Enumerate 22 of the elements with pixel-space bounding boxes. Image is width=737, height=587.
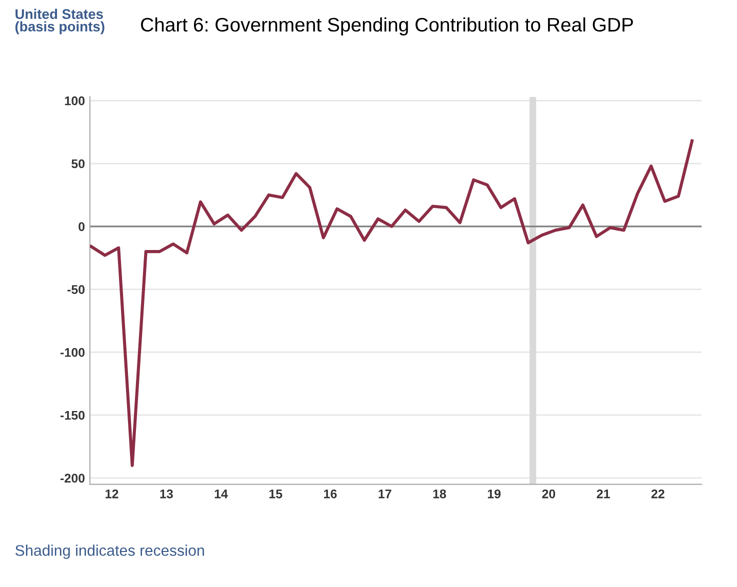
x-tick-label: 19 [488, 489, 501, 498]
x-tick-label: 18 [433, 489, 446, 498]
x-tick-label: 20 [542, 489, 556, 498]
x-tick-label: 17 [378, 490, 392, 498]
y-tick-label: 0 [78, 222, 85, 232]
x-tick-label: 22 [651, 489, 664, 498]
y-tick-label: 100 [64, 96, 85, 106]
y-tick-label: -200 [60, 474, 85, 483]
y-tick-label: -50 [67, 285, 85, 294]
y-tick-label: 50 [72, 159, 85, 168]
x-tick-label: 16 [324, 489, 337, 498]
line-series [90, 139, 694, 467]
text: Shading indicates recession [15, 544, 204, 559]
y-tick-label: -100 [60, 348, 85, 357]
x-tick-label: 13 [160, 489, 173, 498]
x-tick-label: 15 [269, 490, 282, 498]
x-tick-label: 21 [596, 489, 610, 498]
y-tick-label: -150 [60, 410, 85, 420]
y-axis-title: United States (basis points) [15, 8, 104, 34]
x-tick-label: 14 [214, 490, 228, 498]
chart-title: Chart 6: Government Spending Contribution to Real GDP [141, 17, 633, 36]
x-tick-label: 12 [106, 489, 118, 498]
